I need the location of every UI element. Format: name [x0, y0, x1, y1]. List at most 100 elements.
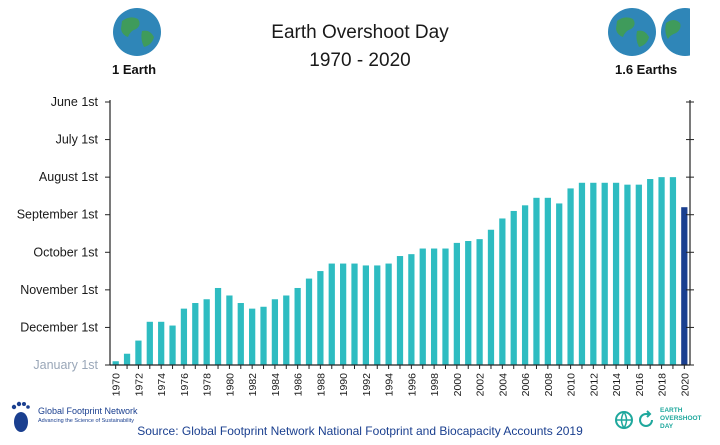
x-tick-label: 1978 [202, 373, 214, 397]
x-tick-label: 2014 [611, 373, 623, 397]
bar-2006 [521, 205, 529, 365]
bar-2020 [681, 207, 688, 365]
y-tick-label: June 1st [51, 95, 99, 109]
footprint-icon [11, 401, 30, 432]
bar-1970 [112, 361, 119, 365]
bar-2007 [533, 197, 540, 365]
x-tick-label: 2018 [657, 373, 669, 397]
bar-1985 [283, 295, 290, 365]
bar-2017 [647, 179, 654, 365]
bar-1982 [249, 308, 256, 365]
earth-overshoot-day-logo: EARTH OVERSHOOT DAY [614, 404, 714, 442]
x-tick-label: 1986 [293, 373, 305, 397]
y-tick-label: July 1st [56, 133, 99, 147]
one-point-six-earths-label: 1.6 Earths [615, 62, 678, 77]
bar-1993 [374, 265, 381, 365]
logo-right-line2: OVERSHOOT [660, 415, 702, 422]
bar-2004 [499, 218, 506, 365]
x-tick-label: 1984 [270, 373, 282, 397]
bar-2005 [510, 210, 517, 365]
earth-globe-icon [608, 8, 656, 56]
x-tick-label: 2012 [588, 373, 600, 397]
earth-globe-icon [113, 8, 161, 56]
y-tick-label: September 1st [17, 208, 99, 222]
bar-2008 [544, 197, 551, 365]
x-tick-label: 2006 [520, 373, 532, 397]
x-tick-label: 1974 [156, 373, 168, 397]
x-tick-label: 1990 [338, 373, 350, 397]
x-tick-label: 2000 [452, 373, 464, 397]
x-tick-label: 2016 [634, 373, 646, 397]
bar-2015 [624, 184, 631, 365]
bar-2011 [578, 182, 586, 365]
y-tick-label: August 1st [39, 170, 99, 184]
x-tick-label: 1970 [111, 373, 123, 397]
bar-2016 [635, 184, 642, 365]
bar-2018 [658, 177, 665, 365]
x-tick-label: 1996 [406, 373, 418, 397]
logo-right-line1: EARTH [660, 407, 683, 414]
x-tick-label: 2008 [543, 373, 555, 397]
x-tick-label: 2020 [679, 373, 691, 397]
source-note: Source: Global Footprint Network Nationa… [137, 424, 583, 438]
bar-2013 [601, 182, 608, 365]
x-tick-label: 1994 [384, 373, 396, 397]
logo-left-name: Global Footprint Network [38, 406, 138, 416]
bar-2019 [669, 177, 677, 365]
globe-outline-icon [615, 411, 633, 430]
bar-1990 [340, 263, 347, 365]
logo-right-line3: DAY [660, 423, 674, 430]
chart-subtitle: 1970 - 2020 [309, 50, 411, 71]
bar-1999 [442, 248, 449, 365]
bar-2014 [612, 182, 620, 365]
bar-1973 [146, 321, 153, 365]
bar-2010 [567, 188, 574, 365]
bar-1987 [305, 278, 313, 365]
partial-earth-globe-icon [661, 8, 690, 56]
bar-1998 [430, 248, 438, 365]
bar-2000 [453, 242, 460, 365]
return-arrow-icon [639, 410, 653, 427]
y-tick-label: November 1st [20, 283, 98, 297]
logo-left-tagline: Advancing the Science of Sustainability [38, 418, 135, 424]
x-tick-label: 1988 [315, 373, 327, 397]
x-tick-label: 1982 [247, 373, 259, 397]
chart-title: Earth Overshoot Day [271, 22, 449, 43]
x-tick-label: 2004 [497, 373, 509, 397]
bar-1975 [169, 325, 176, 365]
bar-2012 [590, 182, 597, 365]
bar-1995 [396, 256, 404, 365]
bar-1974 [158, 321, 165, 365]
bar-1981 [237, 303, 244, 365]
bar-2009 [556, 203, 563, 365]
y-tick-label: January 1st [33, 358, 98, 372]
x-tick-label: 1972 [133, 373, 145, 397]
bar-1980 [226, 295, 233, 365]
bar-2003 [487, 229, 495, 365]
bar-1977 [192, 303, 199, 365]
x-tick-label: 2002 [475, 373, 487, 397]
bar-1984 [271, 299, 279, 365]
bar-1997 [419, 248, 426, 365]
bar-1994 [385, 263, 392, 365]
bar-2001 [465, 241, 472, 365]
bar-1996 [408, 254, 415, 365]
bar-2002 [476, 239, 483, 365]
x-tick-label: 2010 [566, 373, 578, 397]
y-tick-label: December 1st [20, 320, 98, 334]
x-tick-label: 1998 [429, 373, 441, 397]
bar-1991 [351, 263, 358, 365]
x-tick-label: 1992 [361, 373, 373, 397]
bar-1989 [328, 263, 335, 365]
bar-1983 [260, 306, 267, 365]
bar-1976 [180, 308, 188, 365]
bar-1971 [123, 353, 131, 365]
y-tick-label: October 1st [33, 245, 98, 259]
bar-1972 [135, 340, 142, 365]
one-earth-label: 1 Earth [112, 62, 157, 77]
bar-1986 [294, 287, 301, 365]
x-tick-label: 1976 [179, 373, 191, 397]
bar-1988 [317, 271, 324, 365]
global-footprint-network-logo: Global Footprint Network Advancing the S… [8, 398, 148, 438]
